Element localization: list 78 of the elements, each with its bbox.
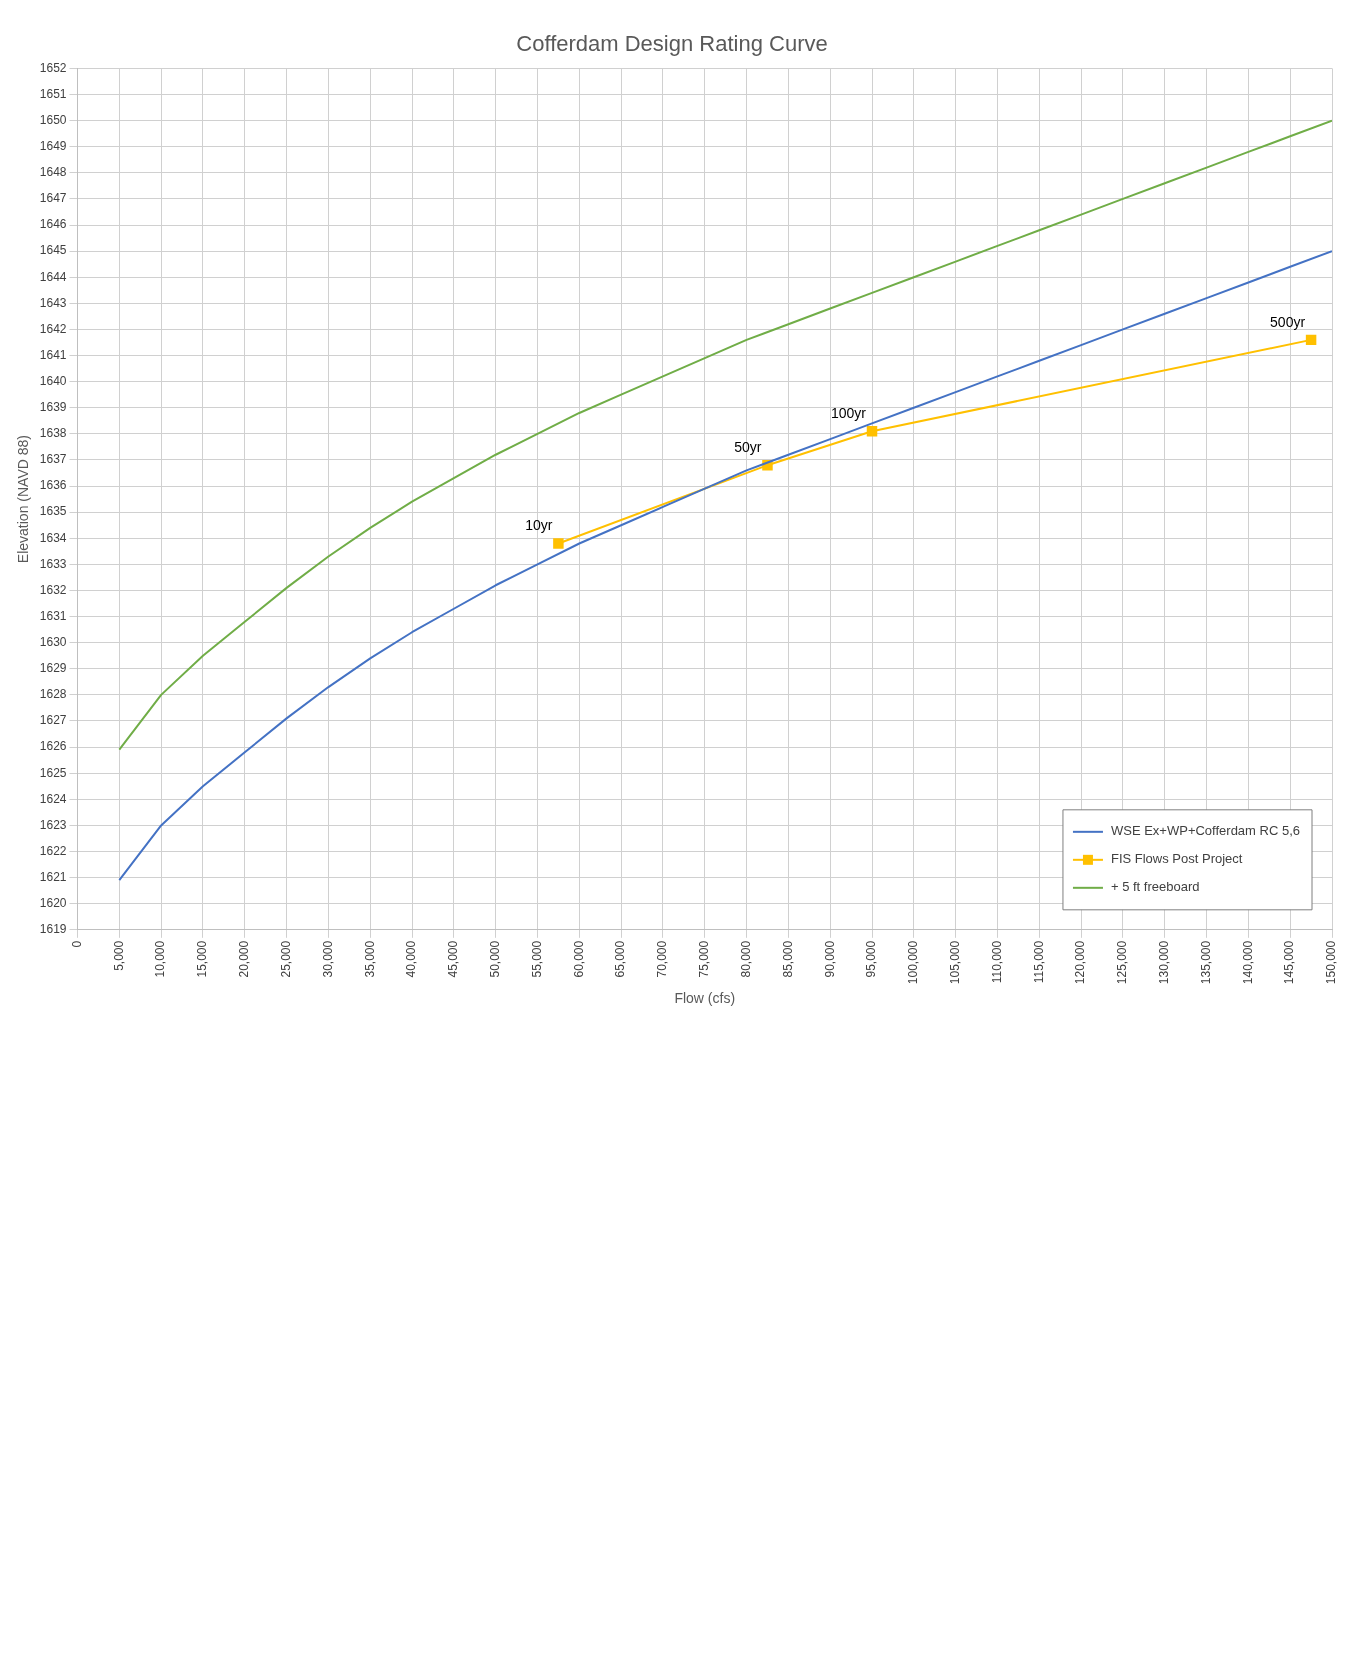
x-tick-label: 120,000 [1073, 940, 1088, 985]
y-tick-label: 1621 [39, 869, 67, 884]
x-tick-label: 45,000 [446, 940, 461, 978]
y-tick-label: 1643 [39, 295, 67, 310]
x-tick-label: 85,000 [780, 940, 795, 978]
x-tick-label: 25,000 [278, 940, 293, 978]
point [866, 426, 878, 437]
y-tick-label: 1626 [39, 739, 67, 754]
x-tick-label: 70,000 [655, 940, 670, 978]
x-tick-label: 80,000 [738, 940, 753, 978]
x-tick-label: 30,000 [320, 940, 335, 978]
y-tick-label: 1627 [39, 713, 67, 728]
annotation: 50yr [734, 439, 762, 456]
y-tick-label: 1633 [39, 556, 67, 571]
legend-label: WSE Ex+WP+Cofferdam RC 5,6 [1110, 823, 1300, 839]
x-tick-label: 65,000 [613, 940, 628, 978]
y-tick-label: 1636 [39, 478, 67, 493]
y-tick-label: 1646 [39, 217, 67, 232]
y-axis-title: Elevation (NAVD 88) [15, 435, 32, 564]
x-axis-title: Flow (cfs) [674, 990, 736, 1007]
x-tick-label: 15,000 [195, 940, 210, 978]
x-tick-label: 115,000 [1031, 940, 1046, 984]
x-tick-label: 90,000 [822, 940, 837, 978]
y-tick-label: 1619 [39, 922, 67, 937]
chart-title: Cofferdam Design Rating Curve [516, 31, 828, 57]
y-tick-label: 1620 [39, 896, 67, 911]
y-tick-label: 1652 [39, 60, 67, 75]
x-tick-label: 125,000 [1115, 940, 1130, 985]
x-tick-label: 0 [69, 940, 84, 948]
y-tick-label: 1630 [39, 634, 67, 649]
annotation: 500yr [1270, 313, 1306, 330]
y-tick-label: 1649 [39, 139, 67, 154]
y-tick-label: 1629 [39, 661, 67, 676]
legend-label: FIS Flows Post Project [1110, 851, 1243, 867]
y-tick-label: 1650 [39, 112, 67, 127]
x-tick-label: 140,000 [1240, 940, 1255, 985]
x-tick-label: 60,000 [571, 940, 586, 978]
y-tick-label: 1625 [39, 765, 67, 780]
y-tick-label: 1624 [39, 791, 67, 806]
y-tick-label: 1631 [39, 608, 67, 623]
y-tick-label: 1641 [39, 347, 67, 362]
x-tick-label: 75,000 [697, 940, 712, 978]
y-tick-label: 1640 [39, 373, 67, 388]
y-tick-label: 1638 [39, 426, 67, 441]
y-tick-label: 1647 [39, 191, 67, 206]
x-tick-label: 50,000 [487, 940, 502, 978]
x-tick-label: 10,000 [153, 940, 168, 978]
y-tick-label: 1634 [39, 530, 67, 545]
y-tick-label: 1644 [39, 269, 67, 284]
legend-label: + 5 ft freeboard [1110, 879, 1200, 895]
point [1305, 334, 1317, 346]
x-tick-label: 20,000 [237, 940, 252, 978]
x-tick-label: 55,000 [529, 940, 544, 978]
y-tick-label: 1637 [39, 452, 67, 467]
x-tick-label: 105,000 [947, 940, 962, 985]
annotation: 100yr [830, 405, 867, 422]
y-tick-label: 1645 [39, 243, 67, 258]
y-tick-label: 1632 [39, 582, 67, 597]
x-tick-label: 40,000 [404, 940, 419, 978]
x-tick-label: 150,000 [1324, 940, 1339, 985]
x-tick-label: 5,000 [111, 940, 126, 971]
x-tick-label: 145,000 [1282, 940, 1297, 985]
x-tick-label: 95,000 [864, 940, 879, 978]
x-tick-label: 35,000 [362, 940, 377, 978]
point [553, 538, 564, 549]
x-tick-label: 100,000 [906, 940, 921, 985]
y-tick-label: 1639 [39, 400, 67, 415]
x-tick-label: 135,000 [1198, 940, 1213, 985]
y-tick-label: 1648 [39, 165, 67, 180]
x-tick-label: 110,000 [989, 940, 1004, 984]
y-tick-label: 1622 [39, 843, 67, 858]
y-tick-label: 1642 [39, 321, 67, 336]
x-tick-label: 130,000 [1157, 940, 1172, 985]
annotation: 10yr [525, 517, 553, 534]
y-tick-label: 1628 [39, 687, 67, 702]
y-tick-label: 1623 [39, 817, 67, 832]
y-tick-label: 1651 [39, 86, 67, 101]
y-tick-label: 1635 [39, 504, 67, 519]
